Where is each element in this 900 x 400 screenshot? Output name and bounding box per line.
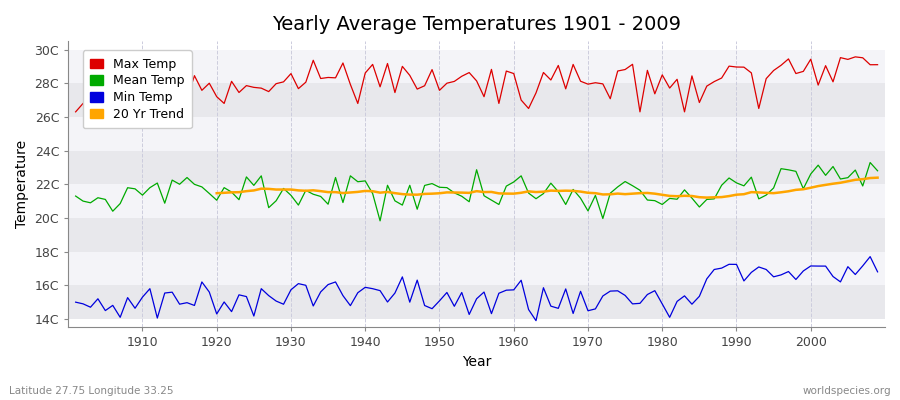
Text: worldspecies.org: worldspecies.org	[803, 386, 891, 396]
Bar	[68, 150, 885, 184]
X-axis label: Year: Year	[462, 355, 491, 369]
Bar	[68, 285, 885, 319]
Title: Yearly Average Temperatures 1901 - 2009: Yearly Average Temperatures 1901 - 2009	[272, 15, 681, 34]
Legend: Max Temp, Mean Temp, Min Temp, 20 Yr Trend: Max Temp, Mean Temp, Min Temp, 20 Yr Tre…	[83, 50, 192, 128]
Bar	[68, 184, 885, 218]
Bar	[68, 50, 885, 83]
Bar	[68, 83, 885, 117]
Bar	[68, 252, 885, 285]
Y-axis label: Temperature: Temperature	[15, 140, 29, 228]
Bar	[68, 218, 885, 252]
Bar	[68, 117, 885, 150]
Text: Latitude 27.75 Longitude 33.25: Latitude 27.75 Longitude 33.25	[9, 386, 174, 396]
